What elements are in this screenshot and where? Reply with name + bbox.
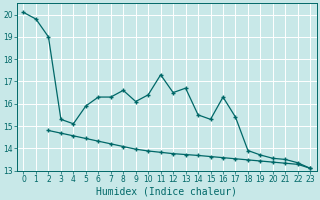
X-axis label: Humidex (Indice chaleur): Humidex (Indice chaleur) xyxy=(96,187,237,197)
